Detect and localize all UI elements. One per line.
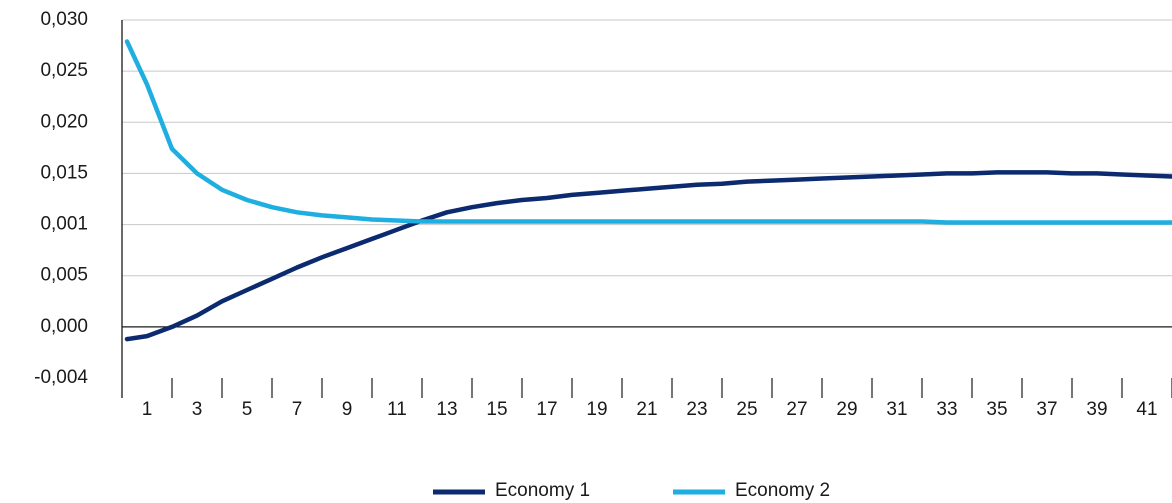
x-tick-label: 13 xyxy=(436,399,457,420)
x-tick-label: 3 xyxy=(192,399,203,420)
x-tick-label: 31 xyxy=(886,399,907,420)
x-tick-label: 39 xyxy=(1086,399,1107,420)
y-tick-label: 0,000 xyxy=(40,316,88,337)
x-tick-label: 41 xyxy=(1136,399,1157,420)
x-tick-label: 23 xyxy=(686,399,707,420)
x-tick-label: 35 xyxy=(986,399,1007,420)
x-tick-label: 33 xyxy=(936,399,957,420)
legend-label: Economy 2 xyxy=(735,480,830,501)
x-tick-label: 29 xyxy=(836,399,857,420)
y-tick-label: -0,004 xyxy=(34,367,88,388)
x-tick-label: 37 xyxy=(1036,399,1057,420)
x-tick-label: 5 xyxy=(242,399,253,420)
x-tick-label: 11 xyxy=(387,399,407,420)
y-tick-label: 0,030 xyxy=(40,9,88,30)
x-tick-label: 27 xyxy=(786,399,807,420)
x-tick-label: 9 xyxy=(342,399,353,420)
x-tick-label: 7 xyxy=(292,399,303,420)
x-tick-label: 19 xyxy=(586,399,607,420)
y-tick-label: 0,015 xyxy=(40,162,88,183)
x-tick-label: 25 xyxy=(736,399,757,420)
series-line xyxy=(124,170,1172,342)
x-tick-label: 21 xyxy=(636,399,657,420)
y-tick-label: 0,001 xyxy=(40,214,88,235)
x-tick-label: 1 xyxy=(142,399,153,420)
y-tick-label: 0,005 xyxy=(40,265,88,286)
y-tick-label: 0,025 xyxy=(40,60,88,81)
legend-label: Economy 1 xyxy=(495,480,590,501)
x-tick-label: 17 xyxy=(536,399,557,420)
y-tick-label: 0,020 xyxy=(40,111,88,132)
series-line xyxy=(124,39,1172,225)
x-tick-label: 15 xyxy=(486,399,507,420)
